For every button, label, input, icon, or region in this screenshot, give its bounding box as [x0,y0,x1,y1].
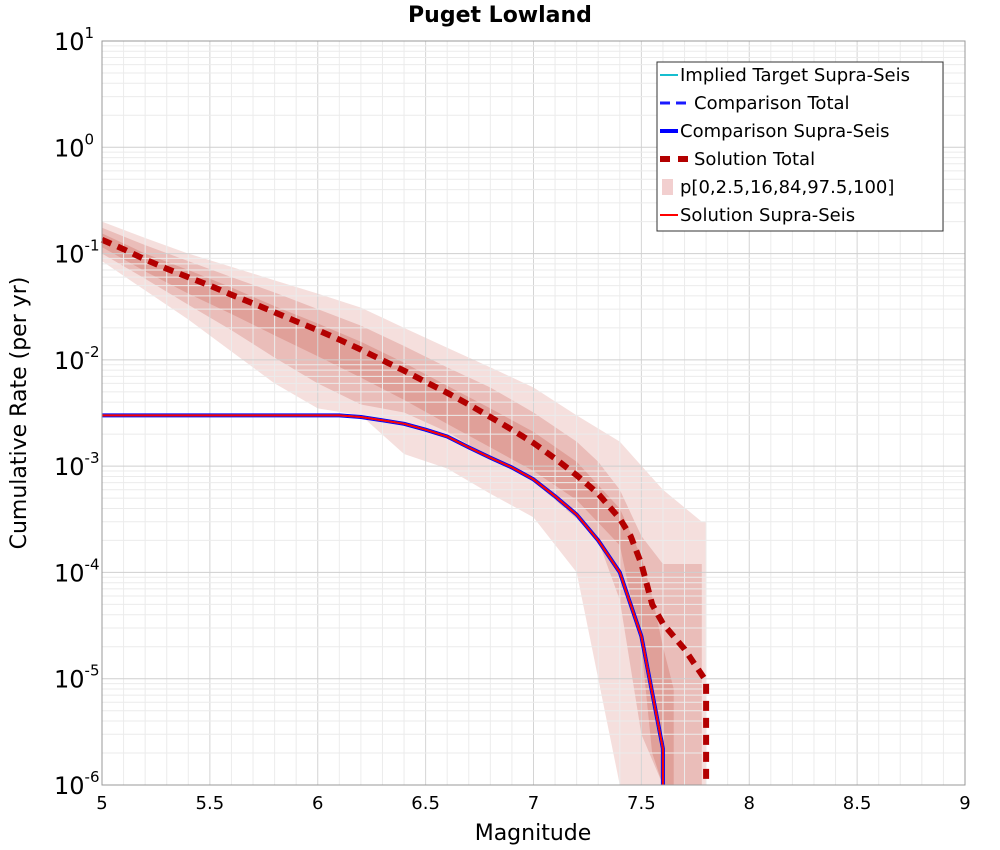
x-tick-label: 8 [744,793,755,814]
legend: Implied Target Supra-Seis Comparison Tota… [656,61,944,232]
y-tick-label: 10-2 [54,343,100,375]
y-tick-label: 10-6 [54,768,100,800]
chart-title: Puget Lowland [408,3,592,28]
series-line-solution-supra-seis [102,414,664,785]
legend-label: Solution Supra-Seis [680,205,855,226]
legend-label: Solution Total [694,149,815,170]
x-tick-label: 6.5 [411,793,440,814]
x-tick-label: 7.5 [627,793,656,814]
grid [101,41,966,786]
x-tick-label: 9 [959,793,970,814]
y-tick-label: 10-3 [54,449,100,481]
legend-swatch [662,179,673,195]
y-tick-label: 10-1 [54,237,100,269]
x-axis-label: Magnitude [475,821,592,846]
y-tick-label: 100 [54,130,94,162]
x-tick-label: 5 [96,793,107,814]
y-tick-label: 10-4 [54,555,100,587]
x-tick-label: 5.5 [196,793,225,814]
series-lines [100,236,710,785]
y-tick-label: 101 [54,24,94,56]
series-line-solution-total [100,236,710,785]
x-tick-label: 6 [312,793,323,814]
legend-label: Comparison Supra-Seis [680,121,890,142]
legend-label: p[0,2.5,16,84,97.5,100] [680,177,894,198]
plot-frame [101,40,966,786]
y-tick-label: 10-5 [54,662,100,694]
y-axis-label: Cumulative Rate (per yr) [7,277,32,550]
y-axis-ticks: 101 100 10-1 10-2 10-3 10-4 10-5 10-6 [54,24,100,800]
x-tick-label: 8.5 [843,793,872,814]
legend-label: Comparison Total [694,93,850,114]
legend-box [656,61,944,232]
legend-label: Implied Target Supra-Seis [680,65,910,86]
x-axis-ticks: 5 5.5 6 6.5 7 7.5 8 8.5 9 [96,793,970,814]
x-tick-label: 7 [528,793,539,814]
